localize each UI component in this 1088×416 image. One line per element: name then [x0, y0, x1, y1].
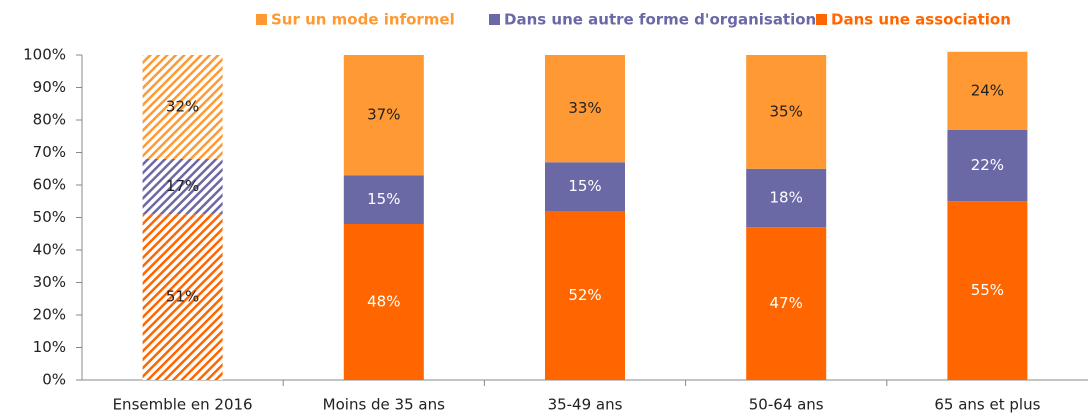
- value-label: 24%: [971, 81, 1004, 99]
- value-label: 33%: [568, 99, 601, 117]
- bar-segment: [343, 175, 424, 224]
- bar-segment: [142, 55, 223, 159]
- legend-swatch: [489, 14, 500, 25]
- y-tick-label: 80%: [33, 111, 66, 129]
- legend-label: Dans une association: [831, 11, 1011, 29]
- x-tick-label: Moins de 35 ans: [323, 396, 445, 414]
- bar-segment: [947, 201, 1028, 380]
- value-label: 17%: [166, 177, 199, 195]
- x-tick-label: 35-49 ans: [548, 396, 623, 414]
- y-tick-label: 30%: [33, 273, 66, 291]
- y-tick-label: 90%: [33, 78, 66, 96]
- bar-segment: [142, 159, 223, 215]
- y-tick-label: 60%: [33, 176, 66, 194]
- bar-segment: [343, 55, 424, 176]
- value-label: 18%: [770, 189, 803, 207]
- legend-label: Dans une autre forme d'organisation: [504, 11, 816, 29]
- y-tick-label: 70%: [33, 143, 66, 161]
- bar-segment: [947, 129, 1028, 202]
- value-label: 15%: [568, 177, 601, 195]
- legend-label: Sur un mode informel: [271, 11, 455, 29]
- legend-swatch: [816, 14, 827, 25]
- y-tick-label: 20%: [33, 306, 66, 324]
- value-label: 35%: [770, 102, 803, 120]
- bar-segment: [545, 162, 625, 211]
- value-label: 22%: [971, 156, 1004, 174]
- value-label: 52%: [568, 286, 601, 304]
- value-label: 48%: [367, 293, 400, 311]
- value-label: 37%: [367, 106, 400, 124]
- y-tick-label: 10%: [33, 338, 66, 356]
- value-label: 32%: [166, 98, 199, 116]
- y-tick-label: 40%: [33, 241, 66, 259]
- value-label: 55%: [971, 281, 1004, 299]
- bar-segment: [746, 227, 827, 380]
- value-label: 15%: [367, 190, 400, 208]
- x-tick-label: Ensemble en 2016: [113, 396, 253, 414]
- bar-segment: [545, 211, 625, 380]
- bar-segment: [142, 214, 223, 380]
- value-label: 47%: [770, 294, 803, 312]
- x-tick-label: 50-64 ans: [749, 396, 824, 414]
- y-tick-label: 100%: [23, 46, 66, 64]
- y-tick-label: 50%: [33, 208, 66, 226]
- value-label: 51%: [166, 288, 199, 306]
- bar-segment: [947, 51, 1028, 130]
- bar-segment: [343, 224, 424, 380]
- bar-segment: [746, 55, 827, 169]
- x-tick-label: 65 ans et plus: [934, 396, 1040, 414]
- y-tick-label: 0%: [42, 371, 66, 389]
- bar-segment: [746, 168, 827, 228]
- legend-swatch: [256, 14, 267, 25]
- bar-segment: [545, 55, 625, 163]
